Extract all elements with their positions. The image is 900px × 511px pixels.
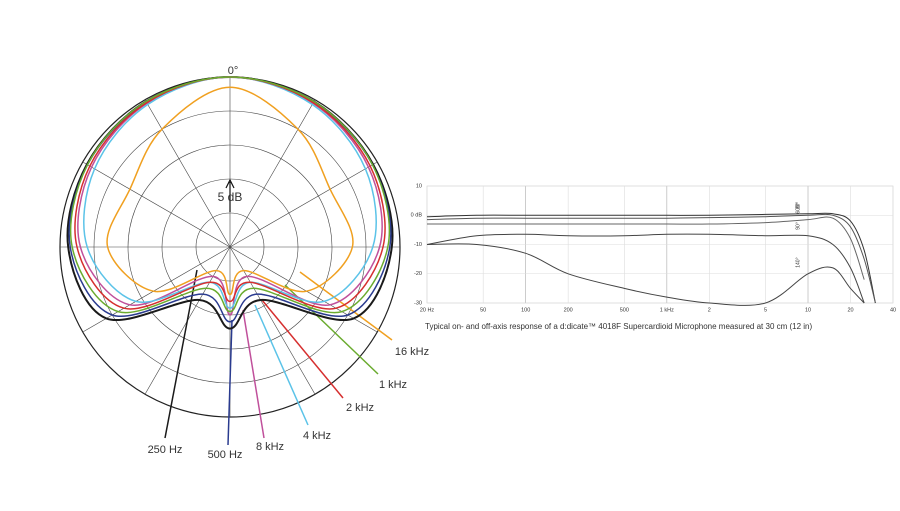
polar-curve [106,86,354,296]
y-tick-label: -30 [414,300,422,306]
x-tick-label: 50 [480,307,486,313]
x-tick-label: 1 kHz [660,307,674,313]
y-tick-label: 0 dB [411,213,423,219]
leader-lines [164,269,393,446]
response-line [427,216,865,280]
scale-arrow [225,178,235,212]
polar-curve [74,76,386,310]
x-tick-label: 2 [708,307,711,313]
series-label: 30° [795,202,801,210]
polar-curve [77,76,383,316]
x-tick-label: 5 [764,307,767,313]
polar-plot: 5 dB 0° 250 Hz 500 Hz 8 kHz 4 kHz 2 kHz 1 kHz… [59,65,429,461]
response-line [426,243,865,306]
response-line [426,212,876,304]
angle-label: 0° [228,65,239,77]
series-label: 140° [795,257,801,267]
response-line [426,233,865,304]
series-label: 8 kHz [256,441,284,453]
x-tick-label: 500 [620,307,629,313]
polar-curve [83,76,377,309]
scale-label: 5 dB [218,190,243,204]
series-label: 1 kHz [379,379,407,391]
y-tick-label: -20 [414,271,422,277]
series-label: 16 kHz [395,346,429,358]
series-label: 0° [795,203,801,208]
series-label: 60° [795,206,801,214]
y-tick-label: -10 [414,242,422,248]
x-tick-label: 20 Hz [420,307,435,313]
series-label: 500 Hz [208,449,243,461]
series-label: 2 kHz [346,402,374,414]
series-label: 90° [795,222,801,230]
y-tick-label: 10 [416,183,422,189]
caption: Typical on- and off-axis response of a d… [425,322,813,331]
series-label: 250 Hz [148,444,183,456]
x-tick-label: 100 [521,307,530,313]
series-label: 4 kHz [303,430,331,442]
x-tick-label: 10 [805,307,811,313]
polar-curve [69,76,391,314]
response-line [426,213,876,304]
response-plot: Typical on- and off-axis response of a d… [411,183,896,331]
grid-spoke [144,99,316,395]
x-tick-label: 200 [564,307,573,313]
x-tick-label: 20 [847,307,853,313]
x-tick-label: 40 [890,307,896,313]
